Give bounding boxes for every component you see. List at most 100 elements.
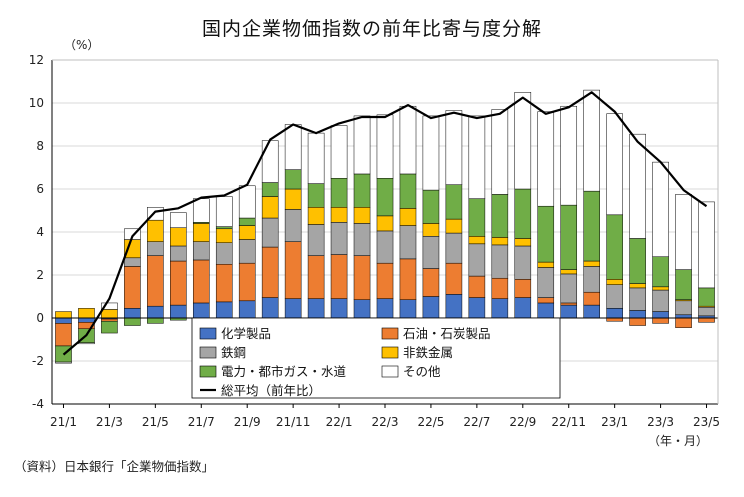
bar-segment-chem bbox=[55, 317, 72, 324]
bar-segment-chem bbox=[468, 297, 486, 319]
x-tick-label: 21/11 bbox=[276, 415, 311, 429]
y-tick-label: 0 bbox=[36, 311, 44, 325]
bar-segment-steel bbox=[514, 245, 532, 280]
x-tick-label: 22/7 bbox=[463, 415, 490, 429]
bar-segment-utility bbox=[124, 317, 141, 326]
bar-segment-utility bbox=[215, 226, 233, 230]
legend-swatch-other bbox=[381, 365, 399, 378]
bar-segment-nonferrous bbox=[468, 236, 486, 245]
legend-label-chem: 化学製品 bbox=[221, 326, 271, 341]
bar-segment-oil bbox=[55, 323, 72, 347]
bar-segment-oil bbox=[307, 255, 325, 299]
bar-segment-nonferrous bbox=[537, 261, 555, 268]
bar-segment-oil bbox=[399, 258, 417, 300]
bar-segment-other bbox=[238, 185, 256, 219]
bar-segment-chem bbox=[192, 302, 210, 319]
bar-segment-nonferrous bbox=[55, 311, 72, 319]
bar-segment-steel bbox=[583, 266, 600, 293]
bar-segment-chem bbox=[606, 308, 623, 319]
x-tick-label: 23/5 bbox=[693, 415, 720, 429]
bar-segment-other bbox=[307, 132, 325, 184]
bar-segment-oil bbox=[147, 255, 164, 307]
bar-segment-chem bbox=[124, 308, 141, 319]
bar-segment-chem bbox=[238, 300, 256, 319]
bar-segment-utility bbox=[606, 214, 623, 280]
bar-segment-utility bbox=[468, 198, 486, 237]
bar-segment-nonferrous bbox=[399, 208, 417, 226]
bar-segment-chem bbox=[652, 311, 669, 319]
bar-segment-nonferrous bbox=[78, 308, 95, 319]
x-axis-unit-note: （年・月） bbox=[648, 434, 709, 448]
bar-segment-other bbox=[652, 161, 669, 257]
bar-segment-oil bbox=[675, 317, 692, 328]
bar-segment-other bbox=[514, 92, 532, 190]
bar-segment-nonferrous bbox=[629, 283, 646, 289]
bar-segment-nonferrous bbox=[514, 238, 532, 247]
bar-segment-oil bbox=[491, 277, 509, 299]
bar-segment-oil bbox=[215, 264, 233, 303]
bar-segment-nonferrous bbox=[101, 309, 118, 319]
bar-segment-utility bbox=[491, 194, 509, 238]
bar-segment-steel bbox=[330, 222, 348, 255]
bar-segment-chem bbox=[284, 298, 302, 319]
x-tick-label: 23/3 bbox=[647, 415, 674, 429]
x-tick-label: 21/1 bbox=[50, 415, 77, 429]
y-tick-label: 2 bbox=[36, 268, 44, 282]
bar-segment-chem bbox=[330, 298, 348, 319]
legend-label-steel: 鉄鋼 bbox=[221, 345, 246, 360]
bar-segment-nonferrous bbox=[238, 225, 256, 240]
bar-segment-steel bbox=[422, 236, 440, 269]
bar-segment-oil bbox=[698, 317, 715, 323]
bar-segment-nonferrous bbox=[560, 269, 578, 275]
bar-segment-steel bbox=[468, 243, 486, 277]
bar-segment-utility bbox=[537, 205, 555, 263]
bar-segment-other bbox=[376, 114, 394, 179]
legend-label-oil: 石油・石炭製品 bbox=[403, 326, 491, 341]
bar-segment-other bbox=[353, 115, 371, 175]
bar-segment-steel bbox=[353, 223, 371, 256]
bar-segment-other bbox=[192, 198, 210, 223]
bar-segment-oil bbox=[124, 266, 141, 309]
legend-swatch-oil bbox=[381, 327, 399, 340]
bar-segment-utility bbox=[422, 189, 440, 224]
x-tick-label: 21/3 bbox=[96, 415, 123, 429]
bar-segment-steel bbox=[560, 273, 578, 304]
bar-segment-steel bbox=[445, 232, 463, 264]
bar-segment-chem bbox=[261, 297, 279, 319]
x-tick-label: 22/3 bbox=[372, 415, 399, 429]
bar-segment-other bbox=[399, 105, 417, 175]
bar-segment-other bbox=[55, 361, 72, 364]
bar-segment-nonferrous bbox=[330, 207, 348, 223]
bar-segment-nonferrous bbox=[491, 237, 509, 246]
bar-segment-utility bbox=[629, 238, 646, 284]
bar-segment-nonferrous bbox=[652, 286, 669, 291]
bar-segment-oil bbox=[560, 302, 578, 306]
bar-segment-utility bbox=[675, 269, 692, 300]
legend-swatch-utility bbox=[199, 365, 217, 378]
bar-segment-other bbox=[629, 133, 646, 239]
bar-segment-chem bbox=[307, 298, 325, 319]
bar-segment-oil bbox=[376, 262, 394, 299]
bar-segment-steel bbox=[376, 230, 394, 264]
bar-segment-utility bbox=[445, 184, 463, 220]
bar-segment-chem bbox=[215, 301, 233, 319]
bar-segment-steel bbox=[192, 241, 210, 261]
bar-segment-steel bbox=[652, 289, 669, 312]
bar-segment-nonferrous bbox=[376, 215, 394, 232]
bar-segment-oil bbox=[445, 262, 463, 295]
bar-segment-steel bbox=[629, 287, 646, 311]
bar-segment-other bbox=[675, 194, 692, 270]
bar-segment-steel bbox=[399, 225, 417, 260]
bar-segment-steel bbox=[698, 307, 715, 317]
bar-segment-oil bbox=[261, 246, 279, 298]
y-tick-label: -4 bbox=[32, 397, 44, 411]
bar-segment-steel bbox=[215, 242, 233, 265]
bar-segment-utility bbox=[238, 217, 256, 226]
bar-segment-oil bbox=[284, 241, 302, 299]
bar-segment-nonferrous bbox=[422, 223, 440, 237]
y-tick-label: 8 bbox=[36, 139, 44, 153]
line-total-average bbox=[62, 91, 708, 356]
chart-title: 国内企業物価指数の前年比寄与度分解 bbox=[201, 18, 542, 40]
x-tick-label: 22/9 bbox=[509, 415, 536, 429]
